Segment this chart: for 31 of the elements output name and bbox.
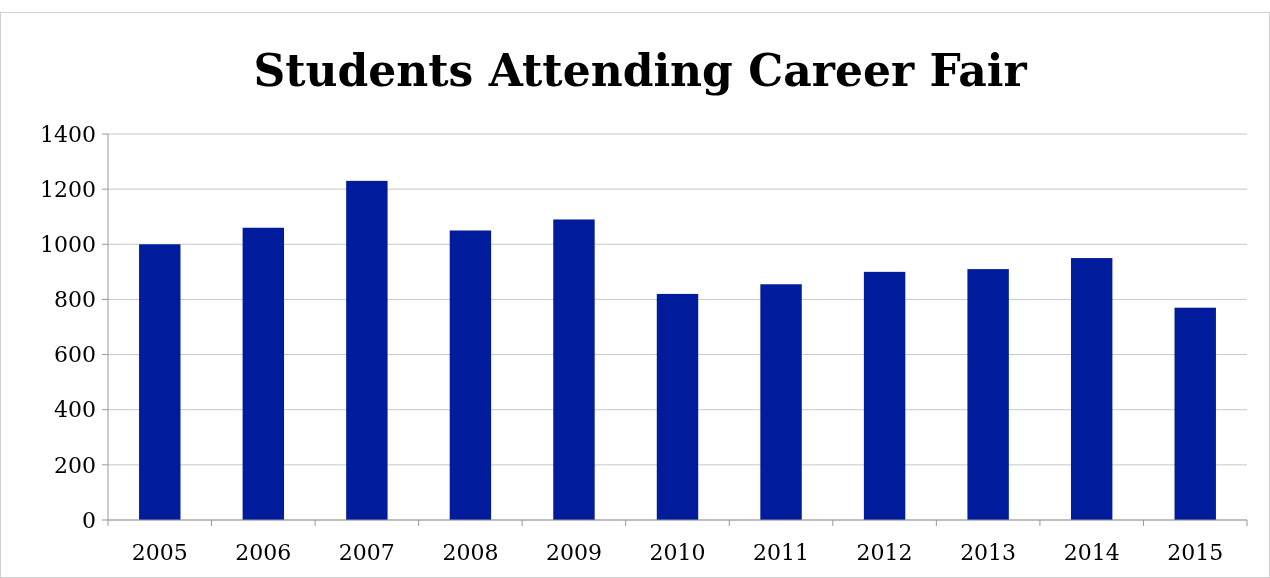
x-tick-label: 2013 bbox=[960, 540, 1017, 565]
bar bbox=[242, 227, 285, 520]
y-tick-label: 200 bbox=[54, 452, 96, 478]
y-tick-label: 600 bbox=[54, 342, 96, 368]
bar bbox=[139, 244, 181, 520]
bar bbox=[656, 293, 699, 520]
bar bbox=[346, 180, 388, 520]
y-tick-label: 0 bbox=[82, 507, 96, 533]
x-tick-label: 2009 bbox=[545, 540, 602, 565]
bar bbox=[863, 271, 906, 520]
x-tick-label: 2011 bbox=[753, 540, 810, 565]
bar bbox=[553, 219, 595, 520]
bar bbox=[967, 269, 1009, 520]
chart-title: Students Attending Career Fair bbox=[253, 45, 1028, 96]
x-tick-label: 2005 bbox=[131, 540, 188, 565]
y-tick-label: 1200 bbox=[40, 176, 96, 202]
x-tick-label: 2006 bbox=[235, 540, 292, 565]
y-tick-label: 800 bbox=[54, 287, 96, 313]
y-tick-label: 1400 bbox=[40, 121, 96, 147]
x-tick-label: 2008 bbox=[442, 540, 499, 565]
y-tick-label: 1000 bbox=[40, 231, 96, 257]
bar bbox=[760, 284, 802, 520]
x-tick-label: 2014 bbox=[1063, 540, 1120, 565]
bar bbox=[1174, 307, 1216, 520]
bar bbox=[1070, 258, 1113, 520]
x-tick-label: 2010 bbox=[649, 540, 706, 565]
y-tick-label: 400 bbox=[54, 397, 96, 423]
bar bbox=[449, 230, 492, 520]
x-tick-label: 2015 bbox=[1167, 540, 1224, 565]
x-tick-label: 2007 bbox=[338, 540, 395, 565]
x-tick-label: 2012 bbox=[856, 540, 913, 565]
